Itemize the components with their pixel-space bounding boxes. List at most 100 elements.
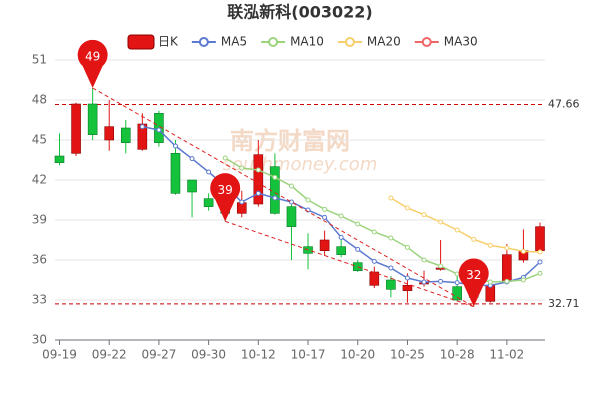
legend-marker <box>344 37 355 47</box>
reference-label: 47.66 <box>548 98 580 111</box>
legend-label: 日K <box>158 35 179 49</box>
candle-body <box>71 103 81 154</box>
ma-point <box>520 277 526 283</box>
ma-point <box>421 279 427 285</box>
y-tick-label: 45 <box>32 133 47 147</box>
legend-marker <box>268 37 279 47</box>
candle-body <box>104 126 115 141</box>
ma-point <box>454 280 460 286</box>
candle-body <box>120 127 131 143</box>
ma-point <box>404 205 410 211</box>
ma-point <box>504 245 510 251</box>
candle-body <box>452 286 462 301</box>
ma-point <box>239 199 245 205</box>
ma-point <box>355 221 361 227</box>
y-tick-label: 42 <box>32 173 47 187</box>
pin <box>77 39 108 88</box>
pin-label: 39 <box>218 183 233 197</box>
ma-point <box>404 244 410 250</box>
ma-point <box>338 234 344 240</box>
ma-point <box>322 206 328 212</box>
x-tick-label: 10-28 <box>440 348 475 362</box>
ma-point <box>438 278 444 284</box>
candle-body <box>402 285 413 291</box>
ma-point <box>520 248 526 254</box>
ma-point <box>438 263 444 269</box>
ma-point <box>388 195 394 201</box>
ma-point <box>487 242 493 248</box>
watermark: southmoney.com <box>223 154 378 175</box>
ma-point <box>371 258 377 264</box>
candle-body <box>187 179 197 193</box>
y-tick-label: 39 <box>32 213 47 227</box>
ma-point <box>487 279 493 285</box>
candle-body <box>203 198 214 207</box>
x-tick-label: 09-27 <box>141 348 176 362</box>
ma-point <box>338 213 344 219</box>
legend-label: MA10 <box>290 35 324 49</box>
y-tick-label: 36 <box>32 253 47 267</box>
candle-body <box>87 103 98 135</box>
y-tick-label: 30 <box>32 333 47 347</box>
ma-point <box>272 174 278 180</box>
ma-point <box>504 278 510 284</box>
ma-line <box>390 197 541 253</box>
ma-point <box>371 229 377 235</box>
ma-point <box>206 169 212 175</box>
candle-body <box>137 123 148 150</box>
ma-point <box>537 249 543 255</box>
trend-line <box>225 220 474 308</box>
legend-marker <box>198 37 209 47</box>
ma-point <box>388 235 394 241</box>
ma-point <box>421 257 427 263</box>
y-tick-label: 51 <box>32 53 47 67</box>
y-tick-label: 33 <box>32 293 47 307</box>
y-tick-label: 48 <box>32 93 47 107</box>
pin <box>210 173 241 222</box>
trend-line <box>92 87 474 308</box>
candle-body <box>502 254 512 282</box>
ma-point <box>288 183 294 189</box>
ma-point <box>404 275 410 281</box>
reference-label: 32.71 <box>548 297 580 310</box>
legend-candle <box>127 34 155 50</box>
x-tick-label: 10-25 <box>390 348 425 362</box>
pin <box>458 258 489 307</box>
x-tick-label: 10-20 <box>340 348 375 362</box>
ma-point <box>239 165 245 171</box>
ma-point <box>189 156 195 162</box>
pin-label: 49 <box>85 50 100 64</box>
chart-title: 联泓新科(003022) <box>227 3 372 22</box>
candle-body <box>270 166 280 214</box>
candle-body <box>253 154 264 205</box>
ma-point <box>172 143 178 149</box>
x-tick-label: 10-12 <box>241 348 276 362</box>
ma-point <box>454 271 460 277</box>
ma-line <box>224 157 541 283</box>
legend-label: MA30 <box>444 35 478 49</box>
ma-point <box>537 259 543 265</box>
ma-point <box>305 197 311 203</box>
candle-body <box>319 239 330 251</box>
legend-label: MA20 <box>367 35 401 49</box>
pin-label: 32 <box>466 268 481 282</box>
x-tick-label: 11-02 <box>489 348 524 362</box>
ma-point <box>355 246 361 252</box>
ma-point <box>471 236 477 242</box>
candle-body <box>170 153 181 194</box>
candle-body <box>54 155 65 163</box>
ma-point <box>322 214 328 220</box>
ma-point <box>537 270 543 276</box>
candle-body <box>535 226 545 251</box>
legend-label: MA5 <box>221 35 247 49</box>
ma-point <box>454 227 460 233</box>
legend-marker <box>421 37 432 47</box>
ma-point <box>255 190 261 196</box>
candle-body <box>336 246 346 255</box>
candle-body <box>286 206 297 227</box>
candle-body <box>386 279 396 290</box>
ma-point <box>388 265 394 271</box>
watermark: 南方财富网 <box>230 127 350 155</box>
ma-point <box>438 219 444 225</box>
